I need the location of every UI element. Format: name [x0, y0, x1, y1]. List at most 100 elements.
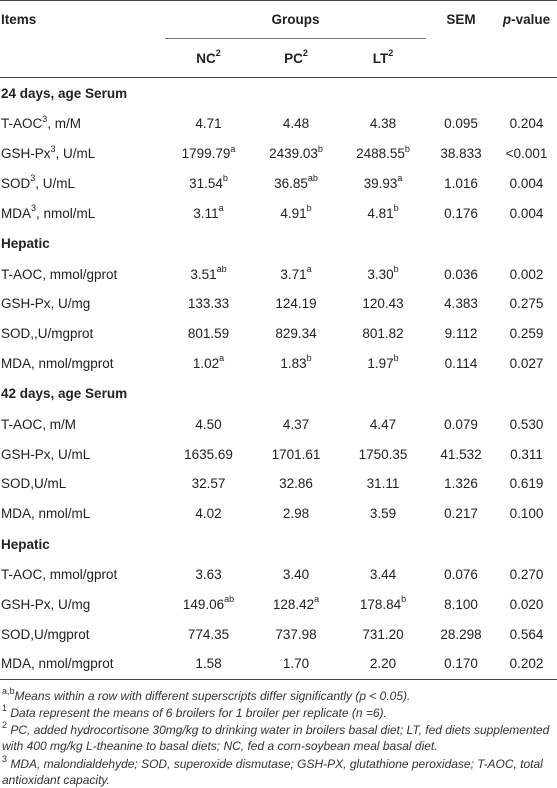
pc-value: 1.70: [252, 648, 340, 680]
row-label: MDA, nmol/mgprot: [0, 648, 165, 680]
p-value: 0.204: [509, 116, 544, 132]
nc-value: 4.50: [195, 416, 222, 432]
row-label: GSH-Px, U/mg: [1, 596, 91, 612]
table-row: MDA, nmol/mL 4.02 2.98 3.59 0.217 0.100: [0, 499, 557, 529]
footnote-ab: a,bMeans within a row with different sup…: [2, 685, 411, 703]
p-value: 0.004: [509, 205, 544, 221]
lt-header: LT2: [340, 38, 427, 78]
sem-value: 0.170: [426, 648, 497, 680]
footnote-1: 1 Data represent the means of 6 broilers…: [2, 702, 387, 720]
nc-value: 3.11a: [193, 203, 224, 221]
table-row: GSH-Px, U/mg 149.06ab 128.42a 178.84b 8.100 0…: [0, 589, 557, 619]
p-value: 0.202: [496, 648, 557, 680]
nc-value: 32.57: [191, 476, 226, 492]
sem-value: 41.532: [440, 446, 482, 462]
p-value: 0.020: [509, 596, 544, 612]
lt-value: 4.81b: [367, 203, 399, 221]
nc-value: 3.51ab: [190, 264, 227, 282]
lt-value: 31.11: [366, 476, 400, 492]
sem-value: 0.114: [444, 355, 478, 371]
section-header-row: 42 days, age Serum: [0, 378, 557, 409]
row-label: T-AOC, mmol/gprot: [1, 566, 118, 582]
lt-value: 3.30b: [367, 264, 399, 282]
section-header-row: Hepatic: [0, 529, 557, 560]
nc-value: 31.54b: [189, 173, 228, 191]
nc-value: 801.59: [187, 326, 230, 342]
nc-value: 4.02: [195, 506, 222, 522]
nc-value: 1.58: [165, 648, 252, 680]
sem-value: 28.298: [440, 626, 482, 642]
lt-value: 1.97b: [367, 353, 399, 371]
p-value: 0.619: [509, 476, 544, 492]
table-row: GSH-Px3, U/mL 1799.79a 2439.03b 2488.55b 38.…: [0, 139, 557, 169]
header-row-1: Items Groups SEM p-value: [0, 0, 557, 39]
nc-value: 3.63: [195, 566, 222, 582]
sem-header: SEM: [426, 0, 497, 39]
p-value: 0.004: [509, 175, 544, 191]
footnote-3: 3 MDA, malondialdehyde; SOD, superoxide …: [2, 753, 543, 787]
p-value: 0.027: [509, 355, 544, 371]
row-label: MDA, nmol/mgprot: [1, 355, 114, 371]
pc-value: 1.83b: [280, 353, 312, 371]
row-label: GSH-Px3, U/mL: [1, 143, 96, 162]
row-label: MDA, nmol/mL: [1, 506, 91, 522]
p-value: 0.259: [509, 326, 544, 342]
p-value-header: p-value: [496, 0, 557, 39]
nc-value: 774.35: [187, 626, 230, 642]
lt-value: 731.20: [362, 626, 404, 642]
lt-value: 2.20: [340, 648, 427, 680]
sem-value: 4.383: [444, 296, 478, 312]
row-label: GSH-Px, U/mL: [1, 446, 91, 462]
lt-value: 1750.35: [358, 446, 408, 462]
lt-value: 120.43: [362, 296, 404, 312]
pc-value: 2.98: [282, 506, 310, 522]
pc-value: 128.42a: [272, 594, 320, 612]
table-row: T-AOC, mmol/gprot 3.63 3.40 3.44 0.076 0.270: [0, 560, 557, 590]
sem-value: 8.100: [444, 596, 478, 612]
header-row-2: NC2 PC2 LT2: [0, 38, 557, 78]
footnote-2: 2 PC, added hydrocortisone 30mg/kg to dr…: [2, 720, 550, 754]
p-value: 0.275: [509, 296, 544, 312]
p-value: 0.564: [509, 626, 544, 642]
sem-value: 1.016: [444, 175, 478, 191]
pc-value: 124.19: [275, 296, 317, 312]
p-value: 0.530: [509, 416, 544, 432]
lt-value: 2488.55b: [356, 143, 410, 162]
nc-value: 4.71: [195, 116, 222, 132]
nc-value: 149.06ab: [182, 594, 235, 612]
table-row: GSH-Px, U/mg 133.33 124.19 120.43 4.383 0.275: [0, 289, 557, 319]
sem-value: 0.036: [444, 266, 478, 282]
antioxidant-table: Items Groups SEM p-value NC2 PC2 LT2 24 …: [0, 0, 557, 680]
nc-value: 133.33: [187, 296, 230, 312]
row-label: MDA3, nmol/mL: [1, 203, 96, 221]
section-title: Hepatic: [1, 536, 50, 552]
section-header-row: Hepatic: [0, 228, 557, 259]
sem-value: 1.326: [444, 476, 478, 492]
pc-value: 2439.03b: [269, 143, 323, 162]
pc-value: 4.91b: [280, 203, 312, 221]
row-label: SOD,,U/mgprot: [1, 326, 94, 342]
header-spacer: [426, 38, 497, 78]
table-row: MDA3, nmol/mL 3.11a 4.91b 4.81b 0.176 0.004: [0, 198, 557, 228]
table-row: SOD3, U/mL 31.54b 36.85ab 39.93a 1.016 0.004: [0, 169, 557, 199]
p-value: 0.100: [509, 506, 544, 522]
nc-header: NC2: [165, 38, 252, 78]
p-value: 0.270: [509, 566, 544, 582]
table-row: T-AOC, mmol/gprot 3.51ab 3.71a 3.30b 0.036 0.…: [0, 259, 557, 289]
pc-value: 737.98: [275, 626, 317, 642]
items-header: Items: [0, 0, 165, 39]
sem-value: 9.112: [444, 326, 478, 342]
nc-value: 1635.69: [184, 446, 233, 462]
table-row: MDA, nmol/mgprot 1.58 1.70 2.20 0.170 0.202: [0, 648, 557, 680]
header-spacer: [0, 38, 165, 78]
p-value: <0.001: [505, 146, 548, 162]
table-row: SOD,,U/mgprot 801.59 829.34 801.82 9.112 0.25…: [0, 319, 557, 349]
lt-value: 4.47: [369, 416, 397, 432]
p-value: 0.002: [509, 266, 544, 282]
nc-value: 1.02a: [192, 353, 225, 371]
lt-value: 4.38: [369, 116, 397, 132]
pc-value: 4.37: [282, 416, 310, 432]
sem-value: 0.079: [444, 416, 478, 432]
table-footnotes: a,bMeans within a row with different sup…: [0, 680, 557, 788]
